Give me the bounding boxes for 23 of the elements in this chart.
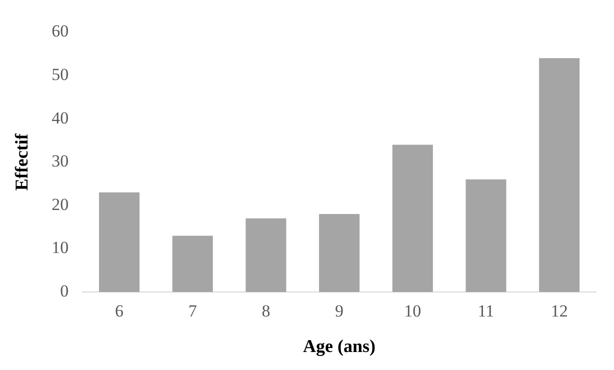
bar: [172, 236, 213, 292]
y-tick-label: 40: [52, 108, 69, 128]
y-tick-label: 60: [52, 22, 69, 41]
bar: [246, 218, 286, 292]
bar: [539, 58, 580, 292]
y-tick-label: 30: [52, 152, 69, 171]
y-tick-label: 20: [52, 194, 69, 214]
bar: [392, 144, 433, 292]
x-tick-label: 10: [404, 302, 422, 321]
x-tick-label: 6: [115, 302, 124, 321]
x-tick-label: 9: [335, 302, 344, 321]
x-tick-label: 12: [550, 302, 568, 321]
x-tick-label: 8: [262, 302, 270, 321]
y-tick-label: 50: [52, 64, 69, 84]
x-tick-label: 11: [478, 302, 494, 321]
x-tick-label: 7: [188, 302, 198, 321]
y-tick-label: 10: [52, 238, 69, 258]
bar: [319, 214, 360, 292]
bar: [99, 192, 140, 292]
x-axis-title: Age (ans): [303, 336, 376, 356]
y-axis-title: Effectif: [11, 132, 32, 191]
y-tick-label: 0: [60, 281, 69, 300]
bar: [466, 179, 506, 292]
